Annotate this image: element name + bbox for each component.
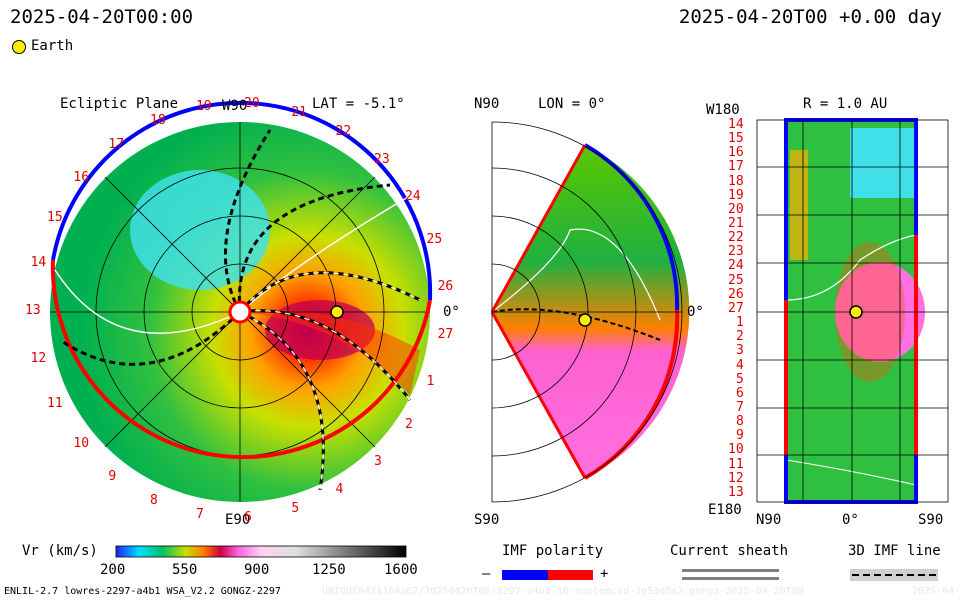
sphere-bottom-left: E180 [708,502,742,518]
sphere-row-label: 26 [728,286,744,302]
carrington-label: 26 [437,278,454,294]
sphere-row-label: 11 [728,456,744,472]
imf-positive-swatch [548,570,593,580]
footer-run-id: UNIQUE0421164a62/20250420T00/2297-a4b1.1… [322,586,804,597]
carrington-label: 5 [291,501,300,517]
carrington-label: 25 [426,232,443,248]
colorbar-label: Vr (km/s) [22,543,98,559]
sphere-row-label: 17 [728,159,744,175]
sphere-row-label: 22 [728,230,744,246]
sphere-row-label: 4 [736,357,744,373]
carrington-label: 9 [108,469,117,485]
carrington-label: 10 [73,436,90,452]
sphere-row-label: 3 [736,343,744,359]
footer-date: 2025-04-21 [912,586,960,597]
ecliptic-title: Ecliptic Plane [60,96,179,112]
sphere-row-label: 20 [728,201,744,217]
sphere-row-label: 1 [736,315,744,331]
sphere-row-label: 7 [736,399,744,415]
meridional-plot [490,121,690,503]
sphere-bottom-n: N90 [756,512,782,528]
sphere-bottom-s: S90 [918,512,944,528]
sphere-row-label: 23 [728,244,744,260]
footer-model: ENLIL-2.7 lowres-2297-a4b1 WSA_V2.2 GONG… [4,586,281,597]
carrington-label: 4 [335,482,344,498]
sphere-row-label: 9 [736,428,744,444]
colorbar-tick: 200 [100,562,126,578]
ecliptic-lat: LAT = -5.1° [312,96,405,112]
carrington-label: 2 [404,416,413,432]
sphere-row-label: 14 [728,117,744,132]
imf-plus: + [600,566,609,582]
earth-meridional-icon [578,313,592,327]
sheath-title: Current sheath [670,543,789,559]
carrington-label: 8 [150,493,158,509]
carrington-label: 23 [374,152,390,168]
meridional-lon: LON = 0° [538,96,606,112]
vr-colorbar [115,545,407,558]
sphere-row-label: 13 [728,484,744,500]
carrington-label: 1 [426,373,435,389]
carrington-label: 16 [73,169,90,185]
ecliptic-right-label: 0° [443,304,460,320]
sphere-row-label: 12 [728,470,744,486]
colorbar-tick: 550 [172,562,198,578]
carrington-label: 27 [437,327,454,343]
sphere-row-label: 24 [728,258,744,274]
sphere-row-label: 15 [728,131,744,147]
earth-legend-label: Earth [31,38,74,54]
earth-sphere-icon [849,305,863,319]
imf-negative-swatch [502,570,548,580]
sheath-swatch-top [682,569,779,572]
colorbar-tick: 1600 [384,562,418,578]
sphere-row-label: 10 [728,442,744,458]
sphere-row-label: 18 [728,173,744,189]
sphere-row-label: 19 [728,187,744,203]
date-left: 2025-04-20T00:00 [10,6,194,28]
meridional-right-label: 0° [687,304,704,320]
sheath-swatch-bottom [682,577,779,580]
sphere-row-label: 16 [728,145,744,161]
carrington-label: 24 [404,189,421,205]
carrington-label: 12 [30,350,47,366]
carrington-label: 13 [25,303,41,318]
earth-marker-icon [12,40,26,54]
carrington-label: 19 [196,99,212,115]
carrington-label: 17 [108,136,125,152]
carrington-label: 11 [47,395,63,411]
carrington-label: 21 [291,104,308,120]
sphere-r-label: R = 1.0 AU [803,96,888,112]
carrington-label: 18 [150,112,166,128]
imf-polarity-title: IMF polarity [502,543,604,559]
carrington-label: 7 [196,506,204,522]
carrington-label: 14 [30,255,47,271]
meridional-bottom-label: S90 [474,512,500,528]
carrington-label: 6 [244,509,252,525]
ecliptic-bottom-label: E90 [225,512,251,528]
sphere-row-label: 2 [736,329,744,345]
carrington-label: 15 [47,210,63,226]
imf-minus: – [482,566,491,582]
sphere-row-label: 8 [736,414,744,430]
carrington-label: 3 [374,453,382,469]
sphere-row-label: 5 [736,371,744,387]
sphere-row-label: 6 [736,385,744,401]
sphere-row-label: 27 [728,300,744,316]
carrington-label: 20 [244,96,260,112]
ecliptic-top-label: W90 [222,98,248,114]
sphere-top-left: W180 [706,102,740,118]
date-right: 2025-04-20T00 +0.00 day [678,6,942,28]
sphere-map [756,118,949,504]
colorbar-tick: 900 [244,562,270,578]
meridional-top-label: N90 [474,96,500,112]
imf-line-title: 3D IMF line [848,543,941,559]
sphere-bottom-zero: 0° [842,512,859,528]
sphere-row-label: 25 [728,272,744,288]
colorbar-tick: 1250 [312,562,346,578]
ecliptic-plot [50,100,433,502]
earth-ecliptic-icon [330,305,344,319]
carrington-label: 22 [335,123,352,139]
sphere-row-label: 21 [728,216,744,232]
